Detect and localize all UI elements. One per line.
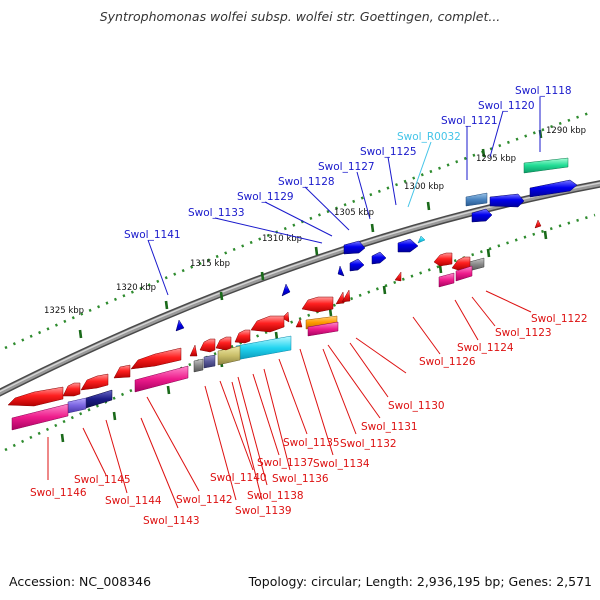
- reverse-gene-labels: Swol_1122 Swol_1123 Swol_1124 Swol_1126 …: [30, 313, 588, 527]
- gene-swol-1139[interactable]: [217, 345, 241, 366]
- gene-label-swol-1140[interactable]: Swol_1140: [210, 472, 267, 484]
- gene-swol-1124-b[interactable]: [433, 252, 453, 267]
- gene-swol-1132[interactable]: [301, 296, 334, 313]
- gene-swol-1126[interactable]: [394, 271, 402, 282]
- gene-label-swol-1143[interactable]: Swol_1143: [143, 515, 200, 527]
- gene-swol-1118[interactable]: [523, 157, 569, 174]
- gene-label-swol-1141[interactable]: Swol_1141: [124, 229, 181, 241]
- gene-label-swol-1139[interactable]: Swol_1139: [235, 505, 292, 517]
- gene-label-swol-1138[interactable]: Swol_1138: [247, 490, 304, 502]
- gene-label-swol-1121[interactable]: Swol_1121: [441, 115, 498, 127]
- gene-label-swol-1122[interactable]: Swol_1122: [531, 313, 588, 325]
- gene-label-swol-1137[interactable]: Swol_1137: [257, 457, 314, 469]
- gene-swol-1143[interactable]: [134, 365, 189, 393]
- gene-swol-1120[interactable]: [489, 193, 525, 208]
- gene-label-swol-r0032[interactable]: Swol_R0032: [397, 131, 461, 143]
- outer-scale-track: [4, 110, 593, 350]
- scale-label-1325: 1325 kbp: [44, 306, 84, 316]
- gene-label-swol-1132[interactable]: Swol_1132: [340, 438, 397, 450]
- gene-swol-1145[interactable]: [67, 397, 87, 414]
- gene-label-swol-1131[interactable]: Swol_1131: [361, 421, 418, 433]
- gene-swol-1122-b[interactable]: [451, 256, 471, 271]
- gene-swol-r0032[interactable]: [417, 235, 426, 244]
- gene-swol-1129[interactable]: [349, 258, 365, 272]
- scale-label-1305: 1305 kbp: [334, 208, 374, 218]
- gene-swol-1141[interactable]: [281, 283, 291, 297]
- gene-label-swol-1124[interactable]: Swol_1124: [457, 342, 514, 354]
- scale-label-1290: 1290 kbp: [546, 126, 586, 136]
- gene-swol-1130[interactable]: [335, 291, 345, 305]
- accession-text: Accession: NC_008346: [9, 574, 152, 589]
- map-title: Syntrophomonas wolfei subsp. wolfei str.…: [99, 9, 501, 24]
- gene-swol-1124[interactable]: [438, 272, 455, 288]
- gene-swol-1146[interactable]: [11, 403, 69, 431]
- scale-label-1315: 1315 kbp: [190, 259, 230, 269]
- gene-swol-1123[interactable]: [455, 265, 473, 282]
- gene-swol-1140-c[interactable]: [215, 336, 232, 351]
- scale-label-1300: 1300 kbp: [404, 182, 444, 192]
- gene-label-swol-1129[interactable]: Swol_1129: [237, 191, 294, 203]
- gene-swol-1131[interactable]: [341, 289, 351, 303]
- gene-swol-1121-b[interactable]: [471, 208, 493, 223]
- gene-swol-1137[interactable]: [234, 329, 251, 344]
- genome-backbone: [0, 180, 600, 397]
- gene-swol-1144[interactable]: [85, 389, 113, 409]
- gene-swol-1134-b[interactable]: [307, 321, 339, 337]
- scale-label-1320: 1320 kbp: [116, 283, 156, 293]
- gene-swol-1140[interactable]: [203, 354, 216, 369]
- gene-label-swol-1134[interactable]: Swol_1134: [313, 458, 370, 470]
- gene-swol-1142[interactable]: [193, 358, 204, 373]
- gene-swol-1140-b[interactable]: [199, 338, 216, 353]
- gene-label-swol-1120[interactable]: Swol_1120: [478, 100, 535, 112]
- gene-label-swol-1130[interactable]: Swol_1130: [388, 400, 445, 412]
- forward-genes: [175, 157, 578, 332]
- gene-swol-1136[interactable]: [250, 315, 285, 333]
- gene-label-swol-1126[interactable]: Swol_1126: [419, 356, 476, 368]
- gene-swol-1145-b[interactable]: [62, 382, 81, 397]
- scale-label-1295: 1295 kbp: [476, 154, 516, 164]
- gene-swol-1127[interactable]: [343, 240, 366, 255]
- gene-label-swol-1123[interactable]: Swol_1123: [495, 327, 552, 339]
- gene-label-swol-1127[interactable]: Swol_1127: [318, 161, 375, 173]
- gene-label-swol-1133[interactable]: Swol_1133: [188, 207, 245, 219]
- gene-swol-1128[interactable]: [371, 251, 387, 265]
- gene-swol-1121[interactable]: [465, 192, 488, 207]
- gene-swol-1125[interactable]: [397, 238, 419, 253]
- gene-label-swol-1145[interactable]: Swol_1145: [74, 474, 131, 486]
- gene-swol-1143-c[interactable]: [113, 364, 131, 379]
- gene-label-swol-1136[interactable]: Swol_1136: [272, 473, 329, 485]
- gene-label-swol-1118[interactable]: Swol_1118: [515, 85, 572, 97]
- scale-label-1310: 1310 kbp: [262, 234, 302, 244]
- gene-swol-1141-b[interactable]: [175, 319, 185, 332]
- gene-label-swol-1128[interactable]: Swol_1128: [278, 176, 335, 188]
- gene-swol-1142-b[interactable]: [189, 344, 198, 357]
- gene-swol-1118-b[interactable]: [529, 179, 578, 198]
- gene-small-blue-arrow[interactable]: [534, 219, 542, 229]
- genome-summary-text: Topology: circular; Length: 2,936,195 bp…: [248, 574, 592, 589]
- forward-gene-labels: Swol_1118 Swol_1120 Swol_1121 Swol_R0032…: [124, 85, 572, 241]
- gene-swol-1133[interactable]: [337, 265, 345, 277]
- reverse-genes: [7, 252, 485, 431]
- gene-label-swol-1125[interactable]: Swol_1125: [360, 146, 417, 158]
- gene-swol-1135-b[interactable]: [295, 318, 303, 328]
- scale-labels: 1290 kbp 1295 kbp 1300 kbp 1305 kbp 1310…: [44, 126, 586, 316]
- gene-swol-1143-b[interactable]: [130, 347, 182, 370]
- reverse-leader-lines: [47, 290, 532, 509]
- forward-leader-lines: [147, 97, 541, 296]
- gene-swol-1146-b[interactable]: [7, 386, 64, 407]
- gene-label-swol-1135[interactable]: Swol_1135: [283, 437, 340, 449]
- gene-label-swol-1142[interactable]: Swol_1142: [176, 494, 233, 506]
- gene-label-swol-1146[interactable]: Swol_1146: [30, 487, 87, 499]
- gene-swol-1144-b[interactable]: [80, 373, 109, 391]
- gene-label-swol-1144[interactable]: Swol_1144: [105, 495, 162, 507]
- rna-leader-line: [407, 141, 432, 208]
- gene-swol-1135[interactable]: [281, 311, 290, 323]
